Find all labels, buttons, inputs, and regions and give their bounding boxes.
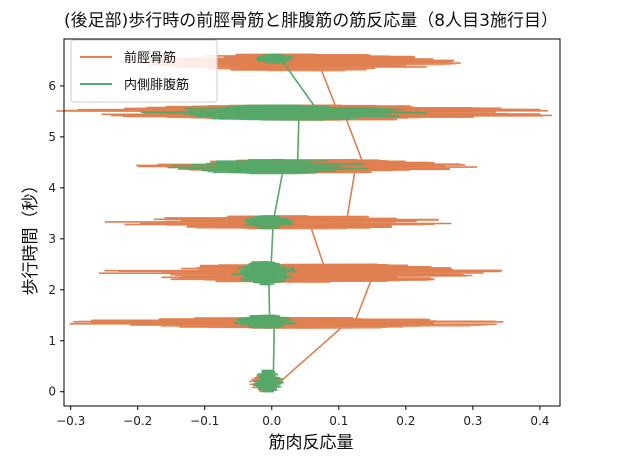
axes-frame <box>63 38 561 407</box>
legend: 前脛骨筋 内側腓腹筋 <box>70 39 218 103</box>
y-axis: 0 1 2 3 4 5 6 <box>48 79 64 399</box>
legend-label-tibialis: 前脛骨筋 <box>124 50 176 66</box>
x-tick-label: 0.3 <box>463 414 482 428</box>
series-line-gastrocnemius <box>140 53 428 393</box>
x-tick-label: 0.4 <box>530 414 549 428</box>
x-tick-label: −0.3 <box>56 414 85 428</box>
legend-label-gastrocnemius: 内側腓腹筋 <box>124 77 189 93</box>
x-axis-title: 筋肉反応量 <box>269 433 354 453</box>
y-tick-label: 5 <box>48 130 56 144</box>
x-axis: −0.3 −0.2 −0.1 0.0 0.1 0.2 0.3 0.4 <box>56 406 549 428</box>
x-tick-label: 0.2 <box>396 414 415 428</box>
x-tick-label: 0.0 <box>262 414 281 428</box>
y-tick-label: 4 <box>48 181 56 195</box>
y-tick-label: 1 <box>48 334 56 348</box>
series-line-tibialis <box>56 53 553 393</box>
chart-title: (後足部)歩行時の前脛骨筋と腓腹筋の筋反応量（8人目3施行目） <box>64 11 558 31</box>
y-axis-title: 歩行時間（秒） <box>21 177 41 296</box>
legend-box <box>70 39 218 103</box>
x-tick-label: 0.1 <box>329 414 348 428</box>
y-tick-label: 2 <box>48 283 56 297</box>
x-tick-label: −0.2 <box>123 414 152 428</box>
plot-lines <box>56 53 553 393</box>
y-tick-label: 3 <box>48 232 56 246</box>
x-tick-label: −0.1 <box>190 414 219 428</box>
y-tick-label: 0 <box>48 385 56 399</box>
y-tick-label: 6 <box>48 79 56 93</box>
